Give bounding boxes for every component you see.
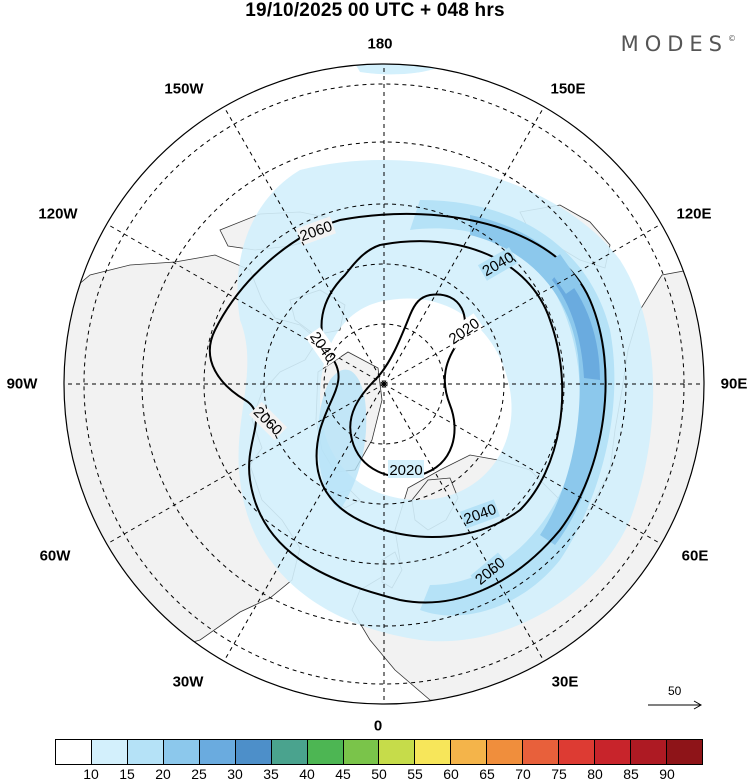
colorbar-swatch — [163, 740, 200, 764]
lon-label-90w: 90W — [6, 375, 38, 393]
meridian-line — [383, 383, 545, 662]
lon-label-180: 180 — [367, 35, 393, 53]
lon-label-60e: 60E — [681, 547, 709, 565]
brand-name: MODES — [620, 32, 728, 56]
lon-label-30e: 30E — [551, 673, 579, 691]
colorbar-tick-label: 55 — [407, 766, 423, 782]
colorbar-swatch — [307, 740, 344, 764]
contour-label-boxes — [248, 216, 581, 590]
colorbar-tick-label: 90 — [659, 766, 675, 782]
meridian-line — [223, 106, 385, 385]
colorbar-tick-label: 15 — [119, 766, 135, 782]
map-border — [63, 63, 705, 705]
colorbar-tick-label: 40 — [299, 766, 315, 782]
lon-label-150w: 150W — [164, 80, 204, 98]
colorbar-swatch — [271, 740, 308, 764]
meridian-line — [383, 223, 662, 385]
colorbar-swatch — [343, 740, 380, 764]
wind-reference-label: 50 — [668, 684, 682, 698]
meridian-line — [223, 383, 385, 662]
colorbar-swatch — [379, 740, 416, 764]
brand-mark: © — [728, 34, 736, 43]
colorbar-swatch — [235, 740, 272, 764]
meridian-line — [383, 383, 662, 545]
colorbar-swatch — [559, 740, 596, 764]
colorbar-tick-label: 50 — [371, 766, 387, 782]
colorbar-labels: 10 15 20 25 30 35 40 45 50 55 60 65 70 75 80 85 90 — [55, 766, 703, 782]
map-title: 19/10/2025 00 UTC + 048 hrs — [245, 0, 505, 21]
colorbar-tick-label: 85 — [623, 766, 639, 782]
colorbar-tick-label: 20 — [155, 766, 171, 782]
contour-label: 2020 — [389, 462, 422, 479]
lon-label-120w: 120W — [38, 205, 78, 223]
colorbar-tick-label: 10 — [83, 766, 99, 782]
meridians — [64, 64, 704, 704]
lon-label-150e: 150E — [550, 80, 586, 98]
lon-label-60w: 60W — [39, 547, 71, 565]
colorbar-swatch — [199, 740, 236, 764]
wind-reference-arrow — [648, 700, 703, 710]
colorbar-swatch — [56, 740, 92, 764]
lon-label-90e: 90E — [720, 375, 748, 393]
graticule — [64, 64, 704, 704]
colorbar-swatch — [487, 740, 524, 764]
colorbar-tick-label: 75 — [551, 766, 567, 782]
colorbar-tick-label: 30 — [227, 766, 243, 782]
polar-map: 2020 2020 2040 2040 2040 2060 2060 2060 — [63, 63, 705, 705]
colorbar-swatch — [631, 740, 667, 764]
colorbar-tick-label: 70 — [515, 766, 531, 782]
colorbar-swatch — [523, 740, 560, 764]
wind-shade-band-30 — [552, 270, 600, 380]
colorbar-swatch — [666, 740, 702, 764]
colorbar-swatch — [127, 740, 164, 764]
meridian-line — [383, 106, 545, 385]
colorbar-swatch — [595, 740, 631, 764]
colorbar-swatch — [91, 740, 128, 764]
wind-reference: 50 — [646, 684, 706, 714]
lon-label-0: 0 — [373, 717, 383, 735]
colorbar-swatch — [415, 740, 452, 764]
wind-shade-band-15b — [350, 64, 450, 75]
lon-label-120e: 120E — [676, 205, 712, 223]
colorbar-tick-label: 80 — [587, 766, 603, 782]
contour-2040 — [315, 240, 564, 538]
colorbar-tick-label: 60 — [443, 766, 459, 782]
colorbar — [55, 739, 703, 765]
colorbar-tick-label: 45 — [335, 766, 351, 782]
colorbar-tick-label: 65 — [479, 766, 495, 782]
meridian-line — [106, 383, 385, 545]
colorbar-tick-label: 35 — [263, 766, 279, 782]
meridian-line — [106, 223, 385, 385]
colorbar-tick-label: 25 — [191, 766, 207, 782]
brand-logo: MODES© — [621, 32, 736, 56]
lon-label-30w: 30W — [172, 673, 204, 691]
colorbar-swatch — [451, 740, 488, 764]
